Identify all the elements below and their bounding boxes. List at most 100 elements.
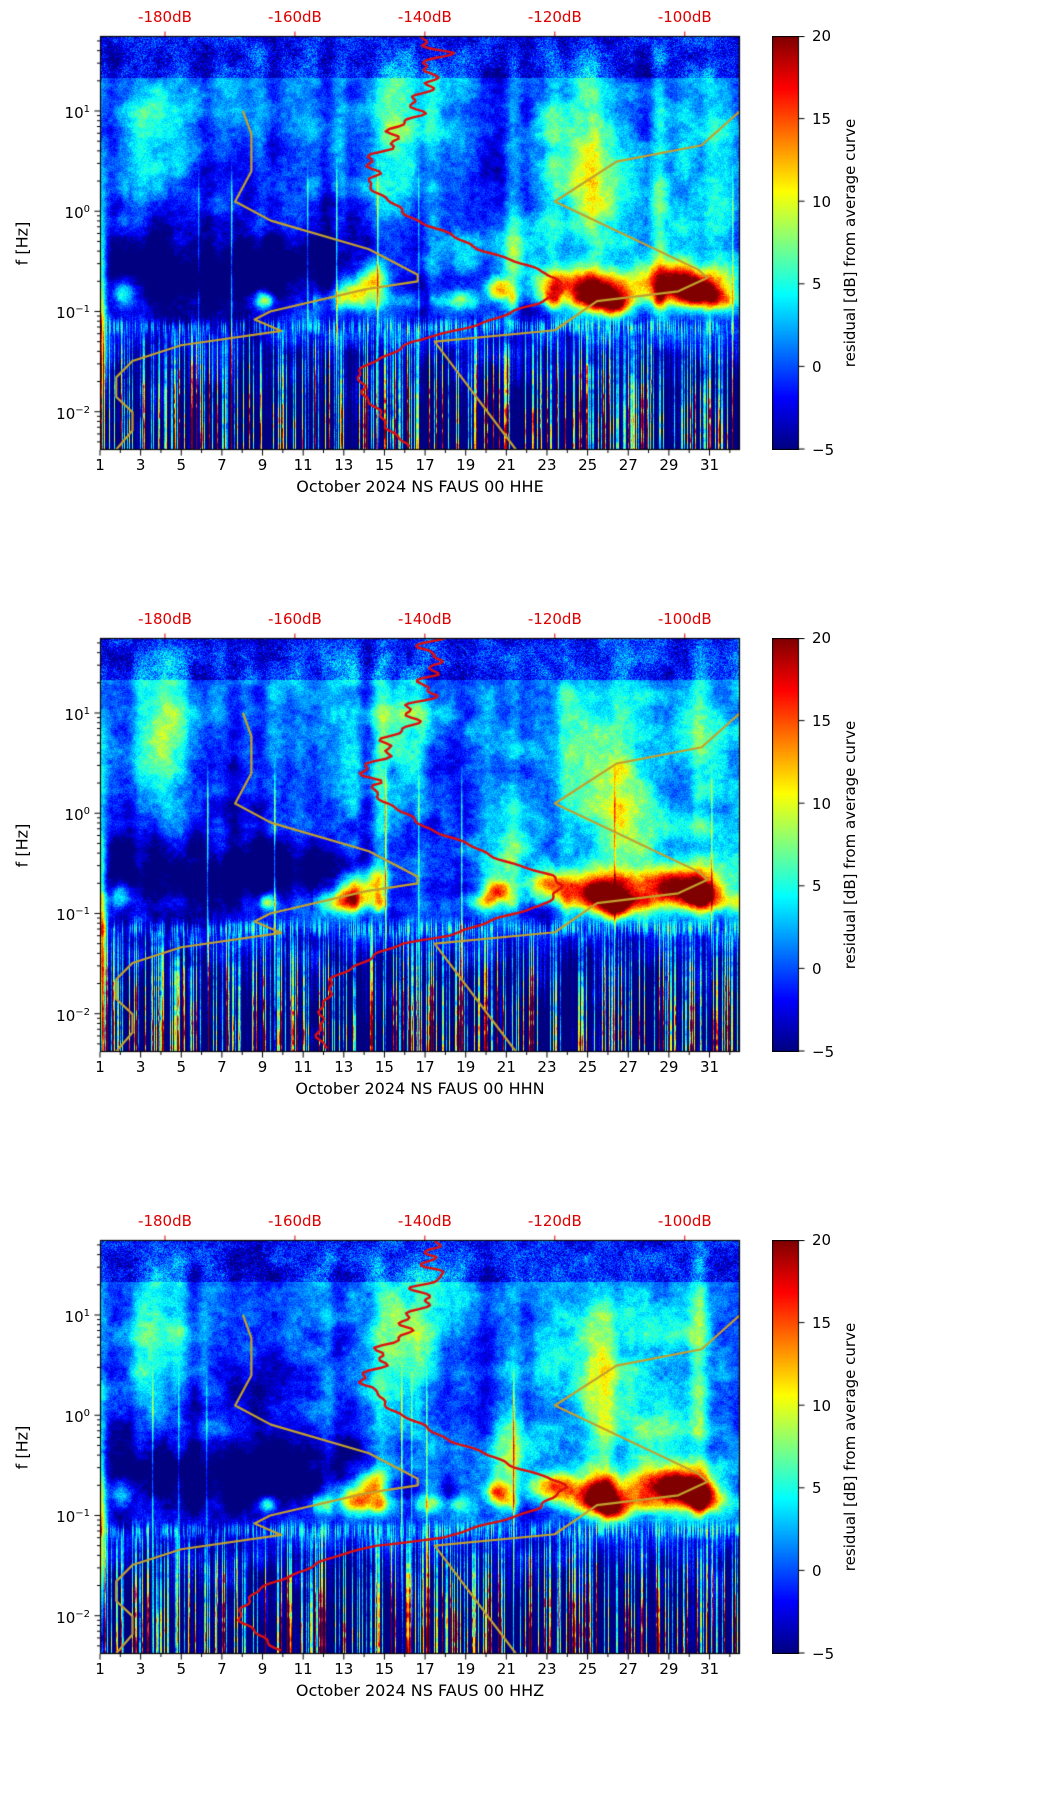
x-tick-label: 5 [176, 1660, 187, 1678]
colorbar-tick-label: 5 [812, 1479, 822, 1498]
colorbar-tick-label: 10 [812, 1396, 832, 1415]
panel-title: October 2024 NS FAUS 00 HHN [295, 1079, 545, 1098]
x-tick-label: 7 [217, 456, 227, 474]
x-tick-label: 29 [659, 1058, 679, 1076]
x-tick-label: 7 [217, 1660, 227, 1678]
x-tick-label: 27 [618, 1058, 638, 1076]
top-db-tick-label: -100dB [657, 8, 712, 26]
x-tick-label: 23 [537, 1660, 557, 1678]
y-axis-label: f [Hz] [10, 36, 34, 450]
x-tick-label: 25 [578, 1660, 598, 1678]
x-tick-label: 11 [293, 1660, 313, 1678]
colorbar-tick-label: −5 [812, 441, 835, 459]
x-tick-label: 5 [176, 1058, 187, 1076]
colorbar-tick-label: 20 [812, 1231, 832, 1249]
top-db-tick-label: -140dB [397, 610, 452, 628]
y-tick-label: 100 [64, 204, 90, 223]
top-db-tick-label: -180dB [138, 8, 192, 26]
top-db-tick-label: -120dB [527, 610, 582, 628]
spectrogram-panel-hhn: -180dB -160dB -140dB -120dB -100dB f [Hz] 10… [0, 602, 1052, 1204]
x-tick-label: 31 [699, 1660, 720, 1678]
colorbar [772, 36, 806, 450]
x-tick-label: 27 [618, 456, 638, 474]
colorbar-tick-label: 0 [812, 1562, 822, 1581]
top-db-tick-label: -120dB [527, 1212, 582, 1230]
y-tick-label: 10−2 [56, 404, 90, 423]
x-tick-label: 7 [217, 1058, 227, 1076]
x-tick-label: 3 [135, 456, 146, 474]
x-tick-label: 15 [374, 1058, 394, 1076]
x-tick-label: 29 [659, 1660, 679, 1678]
colorbar-tick-label: 15 [812, 711, 832, 730]
top-db-tick-label: -160dB [267, 8, 322, 26]
y-axis-label: f [Hz] [10, 1240, 34, 1654]
x-tick-label: 17 [415, 1058, 435, 1076]
y-tick-label: 10−1 [56, 1508, 90, 1527]
x-tick-label: 29 [659, 456, 679, 474]
x-tick-label: 17 [415, 1660, 435, 1678]
y-tick-label: 10−2 [56, 1608, 90, 1627]
y-axis-label-text: f [Hz] [12, 221, 32, 265]
colorbar-label-text: residual [dB] from average curve [841, 720, 859, 970]
colorbar [772, 1240, 806, 1654]
y-axis-label-text: f [Hz] [12, 1425, 32, 1469]
y-tick-label: 100 [64, 1408, 90, 1427]
colorbar-tick-label: 20 [812, 27, 832, 45]
x-tick-label: 19 [456, 1660, 476, 1678]
x-tick-label: 23 [537, 1058, 557, 1076]
y-tick-label: 100 [64, 806, 90, 825]
x-tick-label: 15 [374, 456, 394, 474]
x-tick-label: 11 [293, 1058, 313, 1076]
x-tick-label: 21 [496, 1058, 516, 1076]
y-tick-label: 10−1 [56, 304, 90, 323]
x-tick-label: 21 [496, 456, 516, 474]
colorbar-tick-label: 0 [812, 960, 822, 979]
top-db-tick-label: -180dB [138, 610, 192, 628]
panel-title: October 2024 NS FAUS 00 HHZ [295, 1681, 545, 1700]
colorbar-tick-label: 20 [812, 629, 832, 647]
y-tick-label: 10−1 [56, 906, 90, 925]
spectrogram-plot [94, 632, 746, 1058]
x-tick-label: 11 [293, 456, 313, 474]
colorbar-label-text: residual [dB] from average curve [841, 1322, 859, 1572]
x-tick-label: 23 [537, 456, 557, 474]
x-tick-label: 31 [699, 1058, 720, 1076]
x-tick-label: 1 [95, 456, 105, 474]
colorbar-label: residual [dB] from average curve [838, 638, 862, 1052]
x-tick-label: 15 [374, 1660, 394, 1678]
x-tick-label: 1 [95, 1058, 105, 1076]
x-tick-label: 19 [456, 456, 476, 474]
x-tick-label: 31 [699, 456, 720, 474]
x-tick-label: 9 [257, 456, 268, 474]
top-db-tick-label: -140dB [397, 8, 452, 26]
x-tick-label: 25 [578, 1058, 598, 1076]
spectrogram-plot [94, 1234, 746, 1660]
x-tick-label: 13 [334, 1660, 354, 1678]
colorbar-label: residual [dB] from average curve [838, 36, 862, 450]
x-tick-label: 13 [334, 1058, 354, 1076]
top-db-tick-label: -100dB [657, 1212, 712, 1230]
x-tick-label: 5 [176, 456, 187, 474]
colorbar-label: residual [dB] from average curve [838, 1240, 862, 1654]
colorbar-tick-label: 15 [812, 109, 832, 128]
colorbar-tick-label: 5 [812, 877, 822, 896]
x-tick-label: 25 [578, 456, 598, 474]
x-tick-label: 3 [135, 1058, 146, 1076]
colorbar-tick-label: −5 [812, 1645, 835, 1663]
colorbar-label-text: residual [dB] from average curve [841, 118, 859, 368]
x-tick-label: 27 [618, 1660, 638, 1678]
x-tick-label: 13 [334, 456, 354, 474]
top-db-tick-label: -100dB [657, 610, 712, 628]
x-tick-label: 21 [496, 1660, 516, 1678]
top-db-tick-label: -160dB [267, 1212, 322, 1230]
x-tick-label: 1 [95, 1660, 105, 1678]
colorbar-tick-label: 10 [812, 192, 832, 211]
spectrogram-plot [94, 30, 746, 456]
spectrogram-panel-hhe: -180dB -160dB -140dB -120dB -100dB f [Hz] 10… [0, 0, 1052, 602]
x-tick-label: 19 [456, 1058, 476, 1076]
top-db-tick-label: -180dB [138, 1212, 192, 1230]
top-db-tick-label: -160dB [267, 610, 322, 628]
spectrogram-panel-hhz: -180dB -160dB -140dB -120dB -100dB f [Hz] 10… [0, 1204, 1052, 1806]
colorbar-tick-label: −5 [812, 1043, 835, 1061]
y-tick-label: 101 [64, 103, 90, 122]
